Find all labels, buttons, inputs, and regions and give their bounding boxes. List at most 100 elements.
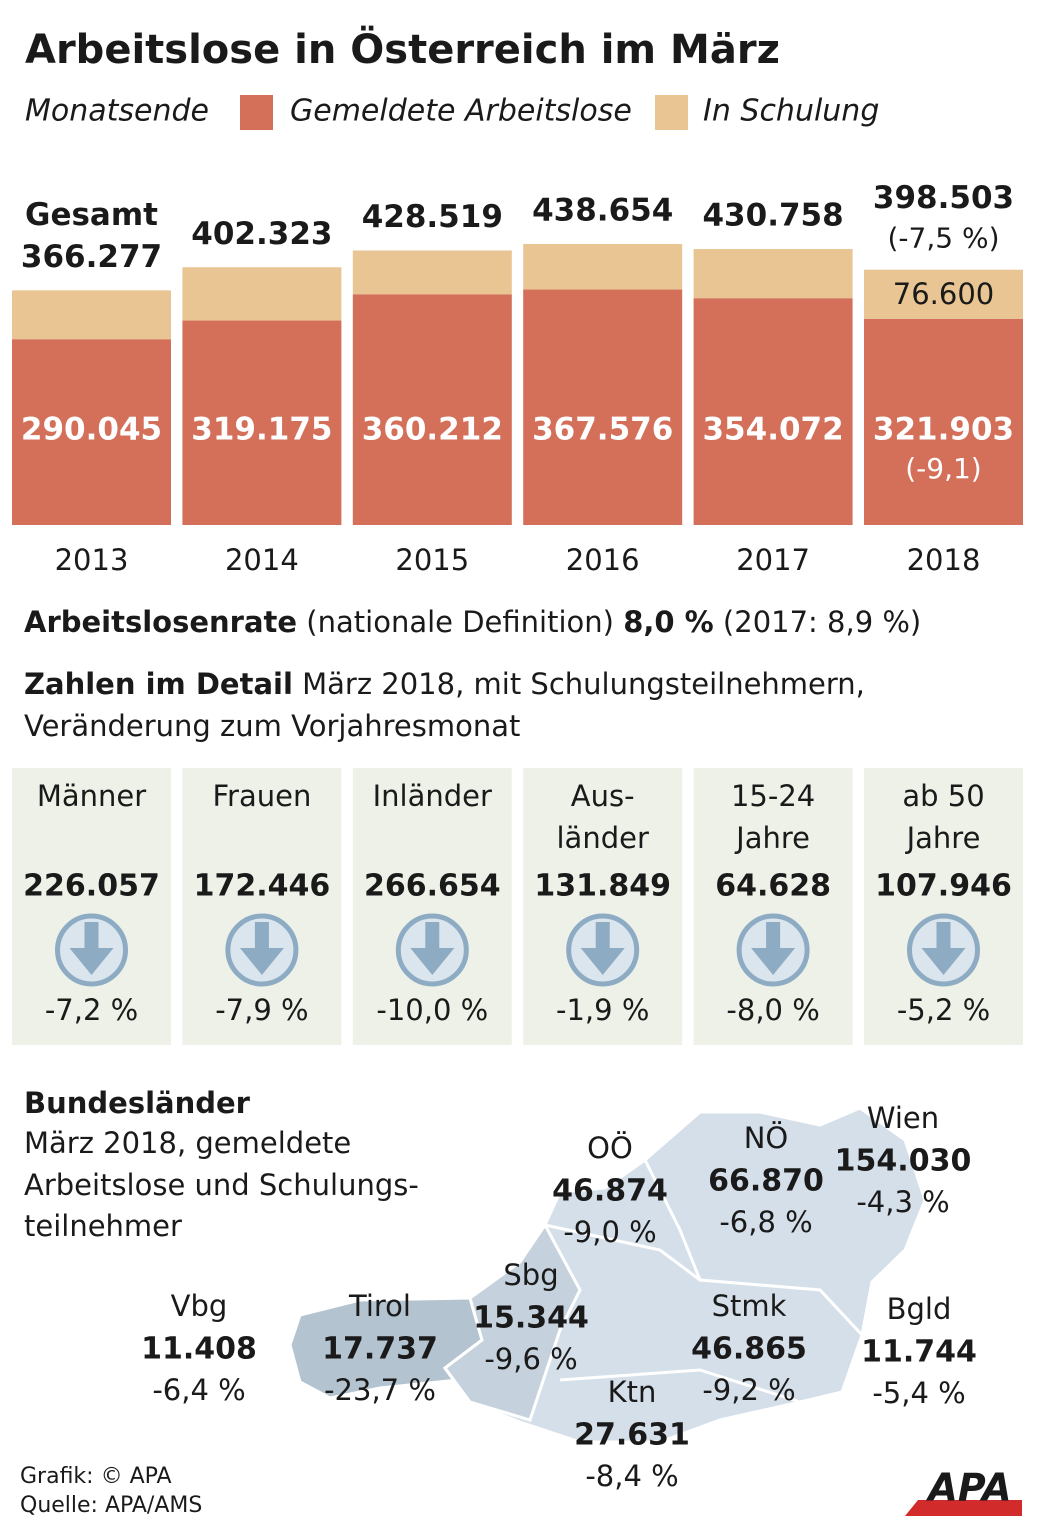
total-change: (-7,5 %) bbox=[888, 222, 1000, 255]
regions-subtitle: teilnehmer bbox=[24, 1209, 182, 1243]
map-border bbox=[643, 1159, 702, 1281]
region-change: -9,6 % bbox=[484, 1342, 577, 1376]
region-value: 11.744 bbox=[861, 1335, 977, 1370]
region-name: Tirol bbox=[348, 1289, 411, 1323]
card-label: 15-24 bbox=[731, 779, 815, 813]
map-border bbox=[559, 1368, 801, 1404]
region-name: Sbg bbox=[503, 1258, 558, 1292]
value-label: 367.576 bbox=[532, 412, 673, 448]
region-change: -5,4 % bbox=[872, 1376, 965, 1410]
region-name: NÖ bbox=[744, 1121, 789, 1155]
total-label: 366.277 bbox=[21, 239, 162, 275]
region-value: 15.344 bbox=[473, 1301, 589, 1336]
region-name: OÖ bbox=[587, 1131, 633, 1165]
regions-subtitle: März 2018, gemeldete bbox=[24, 1126, 351, 1160]
x-tick-label: 2016 bbox=[566, 543, 640, 577]
value-label: 360.212 bbox=[362, 412, 503, 448]
total-label: 398.503 bbox=[873, 180, 1014, 216]
card bbox=[693, 768, 853, 1045]
bar-segment bbox=[864, 318, 1023, 525]
rate-label: Arbeitslosenrate bbox=[24, 605, 297, 639]
source: Quelle: APA/AMS bbox=[20, 1493, 202, 1518]
card-change: -10,0 % bbox=[376, 993, 488, 1027]
x-tick-label: 2018 bbox=[907, 543, 981, 577]
card-value: 107.946 bbox=[875, 869, 1012, 904]
bar-segment bbox=[352, 250, 512, 295]
region-name: Vbg bbox=[171, 1289, 228, 1323]
region-name: Wien bbox=[867, 1101, 939, 1135]
card-label: länder bbox=[557, 821, 649, 855]
card bbox=[182, 768, 342, 1045]
region-name: Bgld bbox=[887, 1292, 952, 1326]
value-label: 290.045 bbox=[21, 412, 162, 448]
legend-entry: In Schulung bbox=[703, 94, 879, 129]
region-value: 27.631 bbox=[574, 1418, 690, 1453]
region-change: -9,2 % bbox=[702, 1373, 795, 1407]
rate-value: 8,0 % bbox=[623, 605, 714, 639]
region-change: -6,8 % bbox=[719, 1205, 812, 1239]
card-label: Frauen bbox=[212, 779, 311, 813]
card bbox=[352, 768, 512, 1045]
bar-segment bbox=[693, 249, 853, 299]
region-value: 154.030 bbox=[835, 1144, 972, 1179]
bar-segment bbox=[523, 289, 683, 525]
total-label: 430.758 bbox=[702, 198, 843, 234]
detail-subtitle: Veränderung zum Vorjahresmonat bbox=[24, 709, 520, 743]
rate-line: Arbeitslosenrate (nationale Definition) … bbox=[24, 605, 921, 639]
region-value: 17.737 bbox=[322, 1332, 438, 1367]
value-label: 76.600 bbox=[893, 277, 994, 311]
x-tick-label: 2013 bbox=[55, 543, 129, 577]
bar-segment bbox=[523, 244, 683, 290]
card-value: 226.057 bbox=[23, 869, 160, 904]
credit: Grafik: © APA bbox=[20, 1464, 172, 1489]
region-value: 11.408 bbox=[141, 1332, 257, 1367]
subtitle: Monatsende bbox=[25, 94, 209, 129]
total-label: 428.519 bbox=[362, 199, 503, 235]
card-value: 172.446 bbox=[194, 869, 331, 904]
region-value: 46.874 bbox=[552, 1174, 668, 1209]
arrow-down bbox=[239, 922, 284, 975]
card-label: ab 50 bbox=[902, 779, 984, 813]
arrow-down bbox=[751, 922, 796, 975]
austria-map bbox=[288, 1106, 927, 1444]
arrow-down bbox=[69, 922, 114, 975]
legend-entry: Gemeldete Arbeitslose bbox=[290, 94, 632, 129]
x-tick-label: 2015 bbox=[395, 543, 469, 577]
logo-bar bbox=[905, 1500, 1022, 1516]
chart-title: Arbeitslose in Österreich im März bbox=[25, 25, 780, 73]
region-change: -23,7 % bbox=[324, 1373, 436, 1407]
legend-swatch bbox=[655, 95, 688, 130]
card-label: Aus- bbox=[571, 779, 635, 813]
detail-title: Zahlen im Detail bbox=[24, 667, 293, 701]
bar-segment bbox=[864, 269, 1023, 319]
x-tick-label: 2017 bbox=[736, 543, 810, 577]
value-label: 321.903 bbox=[873, 412, 1014, 448]
arrow-down bbox=[410, 922, 455, 975]
card bbox=[523, 768, 683, 1045]
rate-previous: (2017: 8,9 %) bbox=[714, 605, 922, 639]
card-value: 266.654 bbox=[364, 869, 501, 904]
bar-segment bbox=[12, 290, 171, 340]
card-change: -8,0 % bbox=[726, 993, 819, 1027]
total-prefix: Gesamt bbox=[25, 197, 158, 233]
card bbox=[12, 768, 171, 1045]
card-value: 131.849 bbox=[534, 869, 671, 904]
card-value: 64.628 bbox=[715, 869, 831, 904]
region-value: 66.870 bbox=[708, 1164, 824, 1199]
arrow-down bbox=[580, 922, 625, 975]
region-change: -6,4 % bbox=[152, 1373, 245, 1407]
bar-segment bbox=[693, 298, 853, 525]
card-label: Inländer bbox=[373, 779, 492, 813]
card-label: Männer bbox=[37, 779, 146, 813]
card-change: -1,9 % bbox=[556, 993, 649, 1027]
legend-swatch bbox=[240, 95, 273, 130]
regions-title: Bundesländer bbox=[24, 1086, 251, 1120]
detail-subtitle: März 2018, mit Schulungsteilnehmern, bbox=[293, 667, 865, 701]
total-label: 402.323 bbox=[191, 216, 332, 252]
arrow-down bbox=[921, 922, 966, 975]
regions-subtitle: Arbeitslose und Schulungs- bbox=[24, 1168, 419, 1202]
region-value: 46.865 bbox=[691, 1332, 807, 1367]
bar-segment bbox=[12, 339, 171, 525]
